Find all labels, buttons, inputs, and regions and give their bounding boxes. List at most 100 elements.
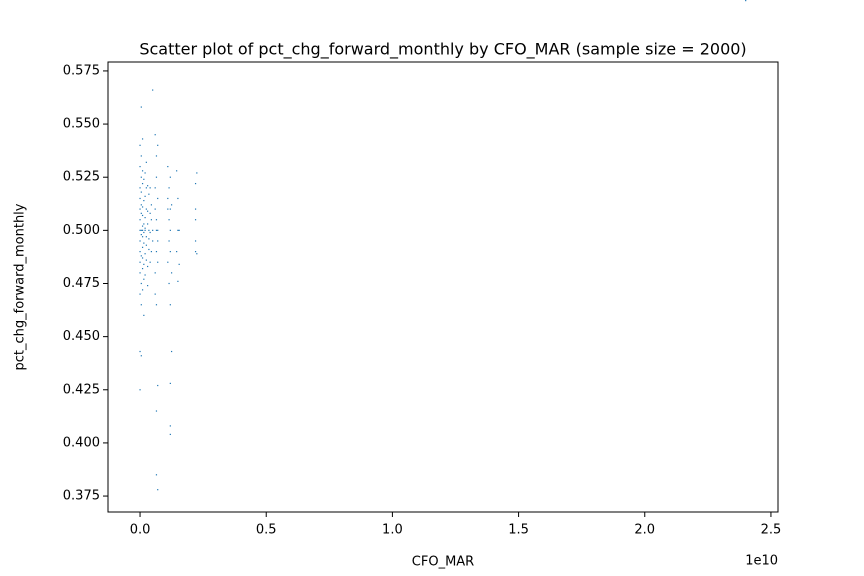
point [139,389,141,391]
point [141,289,144,291]
point [169,208,171,210]
point [745,0,747,2]
point [155,304,158,306]
point [157,144,159,146]
point [167,197,169,200]
point [169,176,171,178]
y-tick-label: 0.525 [63,170,100,185]
point [139,251,141,253]
point [169,425,171,427]
point [145,208,147,210]
point [139,261,141,263]
point [168,187,170,189]
point [139,219,141,221]
point [170,272,173,274]
point [140,234,142,236]
point [167,208,169,210]
point [178,263,180,265]
point [140,106,142,108]
point [194,208,197,210]
y-tick-label: 0.500 [63,223,100,238]
point [139,229,141,231]
point [145,259,147,261]
point [149,187,151,189]
x-tick-label: 0.5 [256,523,277,538]
point [169,433,171,436]
point [149,212,151,214]
point [154,187,156,189]
point [141,138,144,140]
point [157,229,159,231]
point [157,384,159,387]
point [149,261,151,263]
x-tick-label: 2.5 [761,523,782,538]
point [139,165,141,168]
point [177,229,179,231]
point [152,229,154,231]
point [177,197,179,200]
point [145,244,147,246]
point [194,219,197,221]
point [168,282,170,285]
x-tick-label: 1.5 [508,523,529,538]
point [152,240,154,242]
point [155,410,158,412]
point [150,251,153,253]
plot-frame [107,61,779,513]
point [147,185,149,187]
x-axis-label: CFO_MAR [412,555,474,570]
point [143,278,145,280]
point [141,246,144,248]
point [141,236,144,238]
point [144,216,146,219]
point [143,263,145,265]
y-tick-label: 0.425 [63,382,100,397]
point [139,272,141,274]
point [143,178,145,180]
point [140,304,142,306]
point [144,227,146,229]
point [196,172,198,174]
point [147,210,149,212]
point [143,314,145,316]
point [145,187,147,189]
point [154,293,156,295]
point [139,197,141,200]
point [169,304,171,306]
point [141,214,144,217]
point [194,251,197,253]
y-tick-label: 0.575 [63,63,100,78]
point [157,240,159,242]
point [196,253,198,255]
chart-title: Scatter plot of pct_chg_forward_monthly … [139,40,746,60]
point [167,165,169,168]
x-tick-label: 0.0 [130,523,151,538]
point [140,282,142,285]
point [155,219,158,221]
point [169,251,171,253]
point [154,272,156,274]
point [148,248,150,251]
x-offset-label: 1e10 [745,554,778,569]
point [147,223,149,225]
point [177,280,179,282]
point [139,293,141,295]
point [144,229,146,231]
point [178,229,180,231]
point [141,182,144,185]
point [149,231,151,234]
point [152,89,154,91]
point [176,170,178,172]
point [139,350,141,353]
point [145,161,147,163]
point [147,265,149,268]
point [155,176,158,178]
y-tick-label: 0.475 [63,276,100,291]
point [157,197,159,200]
point [170,204,173,206]
point [141,206,144,208]
point [143,199,145,202]
y-tick-label: 0.375 [63,489,100,504]
